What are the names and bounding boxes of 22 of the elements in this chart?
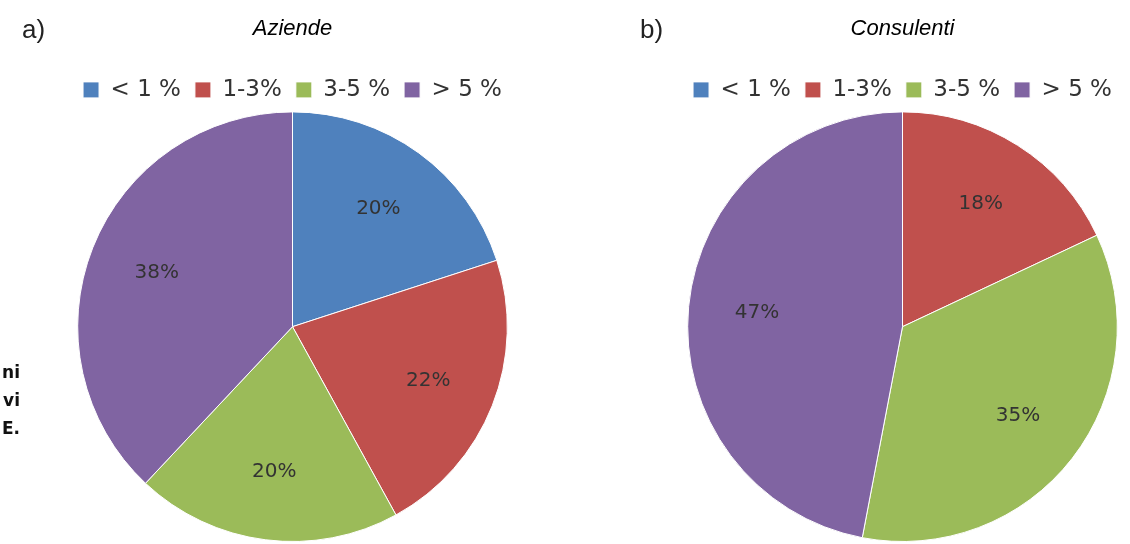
- legend-label: 1-3%: [832, 74, 892, 101]
- legend-label: 3-5 %: [933, 74, 1001, 101]
- text: vi: [3, 390, 20, 410]
- legend-label: < 1 %: [720, 74, 791, 101]
- data-label: 20%: [251, 457, 297, 482]
- legend-label: < 1 %: [110, 74, 181, 101]
- legend-label: 3-5 %: [323, 74, 391, 101]
- chart-title: Consulenti: [850, 15, 956, 41]
- legend-label: > 5 %: [1041, 74, 1112, 101]
- data-label: 22%: [406, 366, 451, 391]
- text: a): [22, 14, 46, 45]
- text: b): [640, 14, 664, 45]
- data-label: 20%: [356, 194, 401, 219]
- chart-title: Aziende: [250, 15, 333, 41]
- data-label: 35%: [995, 402, 1041, 427]
- legend-label: 1-3%: [222, 74, 282, 101]
- data-label: 18%: [958, 189, 1003, 214]
- data-label: 38%: [134, 259, 179, 284]
- text: E.: [1, 418, 20, 438]
- text: ni: [2, 362, 20, 382]
- legend-label: > 5 %: [431, 74, 502, 101]
- data-label: 47%: [734, 299, 780, 324]
